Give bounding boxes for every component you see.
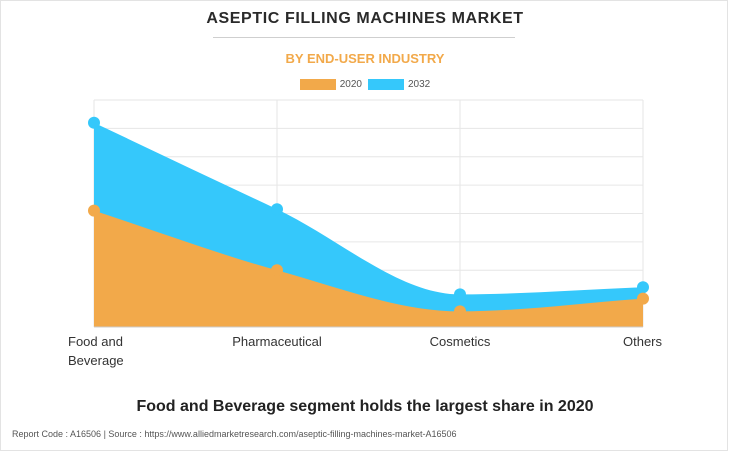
legend-swatch-2020 [299,79,336,90]
data-point-2020 [271,264,283,277]
legend-item-2020[interactable]: 2020 [299,79,362,90]
x-tick-label: Food and Beverage [68,334,124,368]
data-point-2032 [454,288,466,301]
data-point-2020 [88,204,100,217]
legend-item-2032[interactable]: 2032 [368,79,430,90]
data-point-2020 [637,292,649,305]
title-divider [213,37,515,38]
data-point-2032 [637,281,649,294]
source-citation: Report Code : A16506 | Source : https://… [12,429,457,439]
data-point-2032 [88,116,100,129]
chart-footnote-headline: Food and Beverage segment holds the larg… [136,398,594,415]
chart-title: ASEPTIC FILLING MACHINES MARKET [206,10,524,27]
data-point-2020 [454,305,466,318]
chart-subtitle: BY END-USER INDUSTRY [285,51,445,66]
data-point-2032 [271,203,283,216]
legend-label-2020: 2020 [339,79,362,90]
x-tick-label: Pharmaceutical [232,334,322,349]
area-series-2020 [94,210,643,327]
chart-legend: 2020 2032 [0,79,730,90]
x-tick-label: Others [623,334,663,349]
x-tick-label: Cosmetics [430,334,491,349]
legend-swatch-2032 [368,79,404,90]
legend-label-2032: 2032 [408,79,431,90]
